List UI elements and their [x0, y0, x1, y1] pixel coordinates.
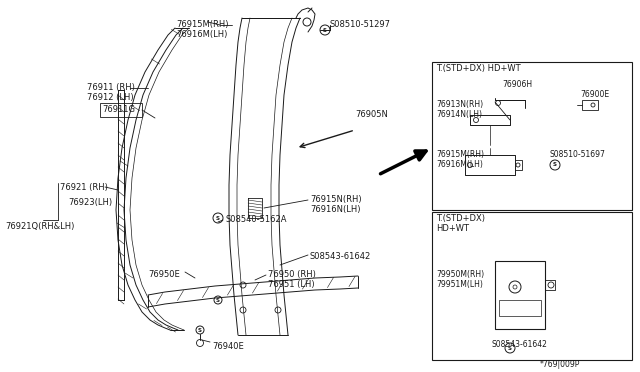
Circle shape: [214, 296, 222, 304]
Text: 76916N(LH): 76916N(LH): [310, 205, 360, 214]
Text: 79951M(LH): 79951M(LH): [436, 280, 483, 289]
Circle shape: [505, 343, 515, 353]
Text: S: S: [198, 327, 202, 333]
Text: S: S: [553, 163, 557, 167]
Text: 76950 (RH): 76950 (RH): [268, 270, 316, 279]
Bar: [432, 212, 632, 360]
Bar: [432, 62, 632, 210]
Text: *769|009P: *769|009P: [540, 360, 580, 369]
Text: S08510-51697: S08510-51697: [550, 150, 606, 159]
Text: S: S: [508, 346, 512, 350]
Text: S08543-61642: S08543-61642: [310, 252, 371, 261]
Text: 76900E: 76900E: [580, 90, 609, 99]
Circle shape: [196, 340, 204, 346]
Text: S08510-51297: S08510-51297: [330, 20, 391, 29]
Text: 76914N(LH): 76914N(LH): [436, 110, 482, 119]
Text: 76923(LH): 76923(LH): [68, 198, 112, 207]
Text: T.(STD+DX): T.(STD+DX): [436, 214, 485, 223]
Text: S08543-61642: S08543-61642: [492, 340, 548, 349]
Text: 76916M(LH): 76916M(LH): [436, 160, 483, 169]
Text: 76915M(RH): 76915M(RH): [176, 20, 228, 29]
Bar: [499, 300, 541, 316]
Text: 76951 (LH): 76951 (LH): [268, 280, 315, 289]
Text: 76916M(LH): 76916M(LH): [176, 30, 227, 39]
Text: S08540-5162A: S08540-5162A: [225, 215, 287, 224]
Text: 76913N(RH): 76913N(RH): [436, 100, 483, 109]
Circle shape: [196, 326, 204, 334]
Text: 76906H: 76906H: [502, 80, 532, 89]
Text: 76911G: 76911G: [102, 105, 135, 114]
Bar: [582, 100, 598, 110]
Text: HD+WT: HD+WT: [436, 224, 469, 233]
Circle shape: [320, 25, 330, 35]
Text: 76911 (RH): 76911 (RH): [87, 83, 135, 92]
Text: 76940E: 76940E: [212, 342, 244, 351]
Text: 76915M(RH): 76915M(RH): [436, 150, 484, 159]
Text: S: S: [216, 215, 220, 221]
Text: 76912 (LH): 76912 (LH): [87, 93, 134, 102]
Text: S: S: [216, 298, 220, 302]
Circle shape: [303, 18, 311, 26]
Text: 76915N(RH): 76915N(RH): [310, 195, 362, 204]
Text: 76905N: 76905N: [355, 110, 388, 119]
Text: 76921 (RH): 76921 (RH): [60, 183, 108, 192]
Text: 76950E: 76950E: [148, 270, 180, 279]
Text: T.(STD+DX) HD+WT: T.(STD+DX) HD+WT: [436, 64, 520, 73]
Circle shape: [550, 160, 560, 170]
Text: S: S: [323, 28, 327, 32]
Text: 76921Q(RH&LH): 76921Q(RH&LH): [5, 222, 74, 231]
Bar: [100, 103, 142, 117]
Bar: [495, 261, 545, 329]
Text: 79950M(RH): 79950M(RH): [436, 270, 484, 279]
Circle shape: [213, 213, 223, 223]
